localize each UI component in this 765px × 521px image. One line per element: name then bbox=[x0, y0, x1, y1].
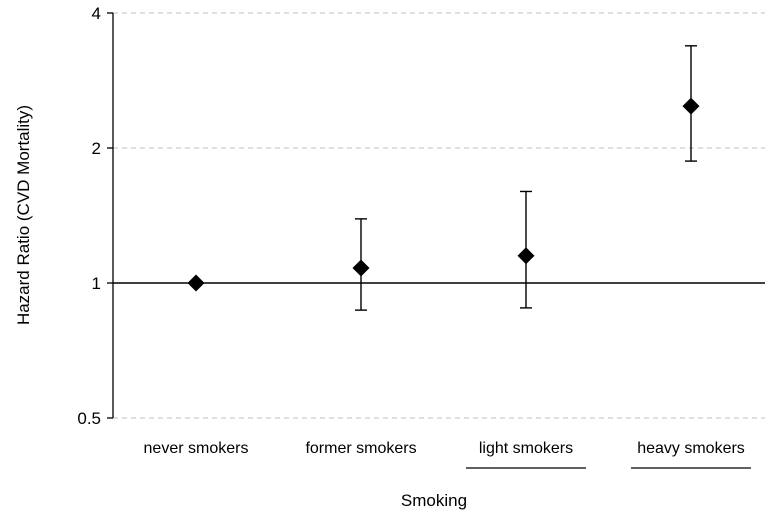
x-axis-title: Smoking bbox=[401, 491, 467, 510]
x-tick-label: former smokers bbox=[305, 440, 416, 457]
data-point-diamond bbox=[187, 274, 205, 292]
data-point-diamond bbox=[517, 247, 535, 265]
x-tick-label-group: never smokers former smokers light smokers… bbox=[144, 440, 751, 469]
gridlines bbox=[113, 12, 765, 419]
data-point-diamond bbox=[682, 97, 700, 115]
y-axis-title: Hazard Ratio (CVD Mortality) bbox=[14, 105, 33, 325]
x-tick-label: light smokers bbox=[479, 440, 573, 457]
x-tick-label: heavy smokers bbox=[637, 440, 745, 457]
y-tick-group: 0.5 1 2 4 bbox=[77, 4, 113, 428]
x-tick-label: never smokers bbox=[144, 440, 249, 457]
y-tick-label: 1 bbox=[92, 274, 101, 293]
data-point-diamond bbox=[352, 259, 370, 277]
y-tick-label: 2 bbox=[92, 139, 101, 158]
data-mark-group bbox=[187, 45, 700, 311]
y-tick-label: 0.5 bbox=[77, 409, 101, 428]
y-tick-label: 4 bbox=[92, 4, 101, 23]
